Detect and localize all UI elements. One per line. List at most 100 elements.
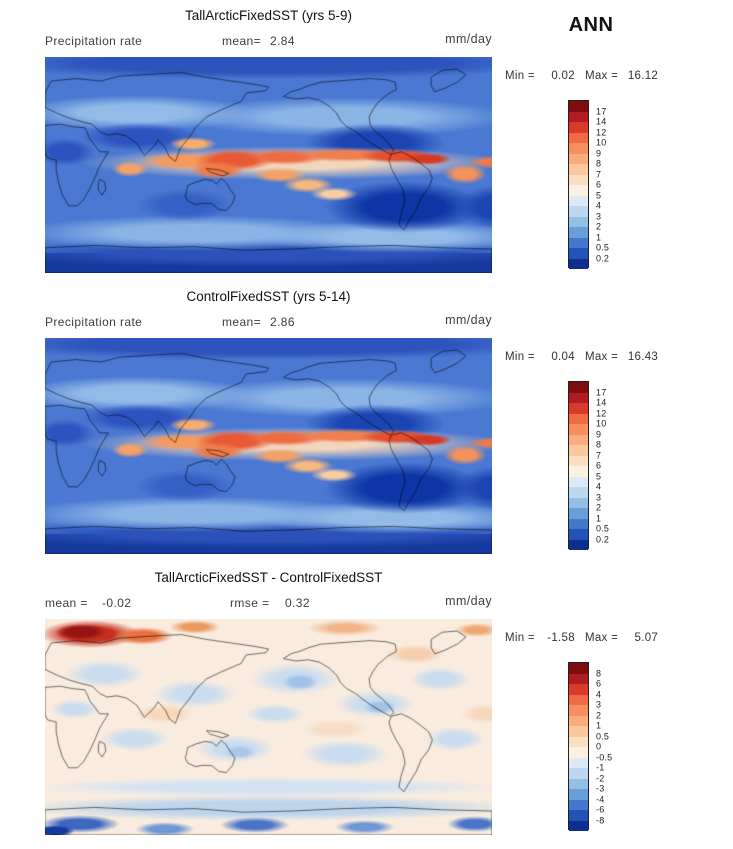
colorbar-box — [569, 206, 588, 217]
colorbar-tick-label: 7 — [596, 169, 602, 179]
colorbar-tick-label: -2 — [596, 773, 605, 783]
colorbar-tick-label: 9 — [596, 429, 602, 439]
colorbar-tick-label: -0.5 — [596, 752, 613, 762]
colorbar-tick-label: 12 — [596, 127, 607, 137]
colorbar-box — [569, 673, 588, 684]
colorbar-tick-label: 10 — [596, 418, 607, 429]
colorbar-tick-label: 12 — [596, 408, 607, 418]
colorbar-tick-label: -6 — [596, 804, 605, 815]
mean-label: mean= — [222, 315, 262, 329]
max-value: 5.07 — [634, 632, 659, 644]
panel-tallarctic: TallArcticFixedSST (yrs 5-9) Precipitati… — [0, 0, 733, 280]
colorbar-tick-label: 6 — [596, 460, 602, 471]
colorbar-tick-label: 2 — [596, 221, 602, 232]
mean-value: -0.02 — [102, 596, 132, 610]
colorbar-tick-label: 8 — [596, 668, 602, 678]
colorbar-tick-label: 17 — [596, 106, 607, 116]
colorbar-tick-label: 0.2 — [596, 253, 610, 263]
max-label: Max = — [584, 70, 619, 82]
min-value: 0.02 — [551, 70, 575, 82]
colorbar-box — [569, 539, 588, 550]
colorbar-box — [569, 820, 588, 831]
colorbar-tick-label: 3 — [596, 699, 602, 710]
panel-subtitle-row: Precipitation rate mean= 2.86 mm/day — [45, 313, 492, 331]
mean-label: mean = — [45, 596, 88, 610]
precip-map-canvas-tallarctic — [45, 57, 492, 273]
colorbar-tick-label: 6 — [596, 678, 602, 689]
colorbar-box — [569, 508, 588, 519]
colorbar-box — [569, 216, 588, 227]
colorbar-box — [569, 476, 588, 487]
minmax-row: Min = 0.04 Max = 16.43 — [505, 351, 668, 363]
colorbar-tick-label: 4 — [596, 689, 602, 699]
colorbar-box — [569, 810, 588, 821]
panel-subtitle-row: mean = -0.02 rmse = 0.32 mm/day — [45, 594, 492, 612]
panel-difference: TallArcticFixedSST - ControlFixedSST mea… — [0, 562, 733, 842]
colorbar-box — [569, 768, 588, 779]
colorbar-box — [569, 434, 588, 445]
panel-title: TallArcticFixedSST (yrs 5-9) — [184, 8, 353, 23]
colorbar-boxes — [568, 100, 589, 269]
colorbar-tick-label: 14 — [596, 116, 607, 127]
season-label: ANN — [568, 14, 614, 36]
colorbar-tick-label: 8 — [596, 158, 602, 169]
colorbar-box — [569, 424, 588, 435]
colorbar-tick-label: 1 — [596, 232, 602, 242]
colorbar-tick-label: -4 — [596, 794, 605, 804]
difference-map-canvas — [45, 619, 492, 835]
colorbar-tick-label: 0.2 — [596, 534, 610, 544]
panel-title: TallArcticFixedSST - ControlFixedSST — [154, 570, 383, 585]
colorbar-box — [569, 529, 588, 540]
colorbar-box — [569, 382, 588, 393]
colorbar-box — [569, 258, 588, 269]
colorbar-tallarctic: 17 14 12 10 9 8 7 6 5 4 3 2 1 0.5 0.2 — [568, 100, 658, 272]
colorbar-tick-label: 1 — [596, 720, 602, 731]
colorbar-tick-label: 9 — [596, 148, 602, 158]
colorbar-tick-label: 0.5 — [596, 242, 610, 253]
colorbar-tick-label: -1 — [596, 762, 605, 773]
colorbar-box — [569, 403, 588, 414]
colorbar-box — [569, 799, 588, 810]
colorbar-box — [569, 413, 588, 424]
colorbar-tick-label: 0 — [596, 741, 602, 752]
panel-title: ControlFixedSST (yrs 5-14) — [186, 289, 351, 304]
variable-label: Precipitation rate — [45, 315, 143, 329]
min-value: -1.58 — [547, 632, 575, 644]
colorbar-tick-label: -8 — [596, 815, 605, 825]
colorbar-tick-label: 14 — [596, 397, 607, 408]
colorbar-tick-label: 3 — [596, 211, 602, 221]
colorbar-box — [569, 757, 588, 768]
colorbar-box — [569, 726, 588, 737]
colorbar-tick-label: 2 — [596, 502, 602, 513]
max-value: 16.43 — [627, 351, 659, 363]
rmse-value: 0.32 — [285, 596, 310, 610]
colorbar-box — [569, 445, 588, 456]
colorbar-control: 17 14 12 10 9 8 7 6 5 4 3 2 1 0.5 0.2 — [568, 381, 658, 553]
colorbar-box — [569, 778, 588, 789]
colorbar-box — [569, 736, 588, 747]
colorbar-box — [569, 101, 588, 112]
colorbar-box — [569, 694, 588, 705]
colorbar-tick-label: 0.5 — [596, 731, 610, 741]
colorbar-tick-label: 5 — [596, 471, 602, 481]
units-label: mm/day — [445, 313, 492, 327]
colorbar-tick-label: 5 — [596, 190, 602, 200]
colorbar-box — [569, 111, 588, 122]
panel-control: ControlFixedSST (yrs 5-14) Precipitation… — [0, 281, 733, 561]
colorbar-box — [569, 122, 588, 133]
precip-map-canvas-control — [45, 338, 492, 554]
colorbar-box — [569, 455, 588, 466]
colorbar-box — [569, 132, 588, 143]
minmax-row: Min = -1.58 Max = 5.07 — [505, 632, 668, 644]
colorbar-box — [569, 705, 588, 716]
colorbar-box — [569, 143, 588, 154]
colorbar-tick-label: 0.5 — [596, 523, 610, 534]
colorbar-box — [569, 789, 588, 800]
variable-label: Precipitation rate — [45, 34, 143, 48]
minmax-row: Min = 0.02 Max = 16.12 — [505, 70, 668, 82]
max-value: 16.12 — [627, 70, 659, 82]
mean-value: 2.84 — [270, 34, 295, 48]
units-label: mm/day — [445, 32, 492, 46]
colorbar-tick-label: 10 — [596, 137, 607, 148]
